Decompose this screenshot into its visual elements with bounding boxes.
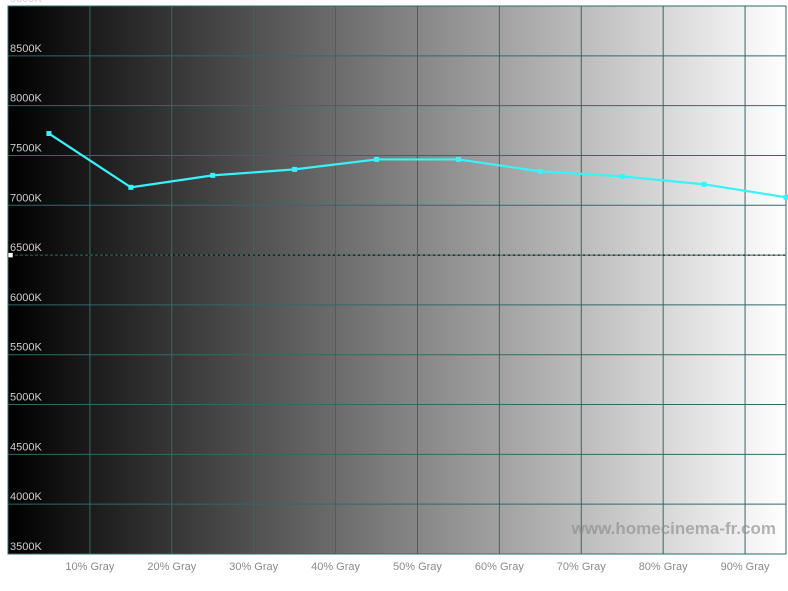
y-tick-label: 7500K xyxy=(10,142,42,154)
x-tick-label: 60% Gray xyxy=(475,561,524,573)
x-axis-labels: 10% Gray 20% Gray 30% Gray 40% Gray 50% Gray… xyxy=(65,561,770,573)
x-tick-label: 70% Gray xyxy=(557,561,606,573)
series-marker xyxy=(702,182,707,187)
series-marker xyxy=(210,173,215,178)
reference-line-marker xyxy=(8,253,13,258)
series-marker xyxy=(784,195,788,200)
x-tick-label: 30% Gray xyxy=(229,561,278,573)
series-marker xyxy=(46,131,51,136)
y-tick-label: 6000K xyxy=(10,292,42,304)
y-tick-label: 6500K xyxy=(10,242,42,254)
y-tick-label: 9000K xyxy=(10,0,42,5)
y-tick-label: 7000K xyxy=(10,192,42,204)
series-marker xyxy=(292,167,297,172)
chart-background xyxy=(8,6,786,554)
watermark: www.homecinema-fr.com xyxy=(571,519,776,538)
series-marker xyxy=(620,174,625,179)
color-temperature-chart: 3500K 4000K 4500K 5000K 5500K 6000K 6500K 7000K… xyxy=(0,0,788,591)
y-tick-label: 3500K xyxy=(10,541,42,553)
x-tick-label: 40% Gray xyxy=(311,561,360,573)
y-tick-label: 5000K xyxy=(10,392,42,404)
series-marker xyxy=(128,185,133,190)
y-tick-label: 8500K xyxy=(10,43,42,55)
series-marker xyxy=(374,157,379,162)
series-marker xyxy=(538,169,543,174)
x-tick-label: 10% Gray xyxy=(65,561,114,573)
y-tick-label: 8000K xyxy=(10,93,42,105)
y-tick-label: 4500K xyxy=(10,441,42,453)
series-marker xyxy=(456,157,461,162)
x-tick-label: 20% Gray xyxy=(147,561,196,573)
x-tick-label: 80% Gray xyxy=(639,561,688,573)
x-tick-label: 90% Gray xyxy=(721,561,770,573)
y-tick-label: 5500K xyxy=(10,342,42,354)
y-tick-label: 4000K xyxy=(10,491,42,503)
x-tick-label: 50% Gray xyxy=(393,561,442,573)
